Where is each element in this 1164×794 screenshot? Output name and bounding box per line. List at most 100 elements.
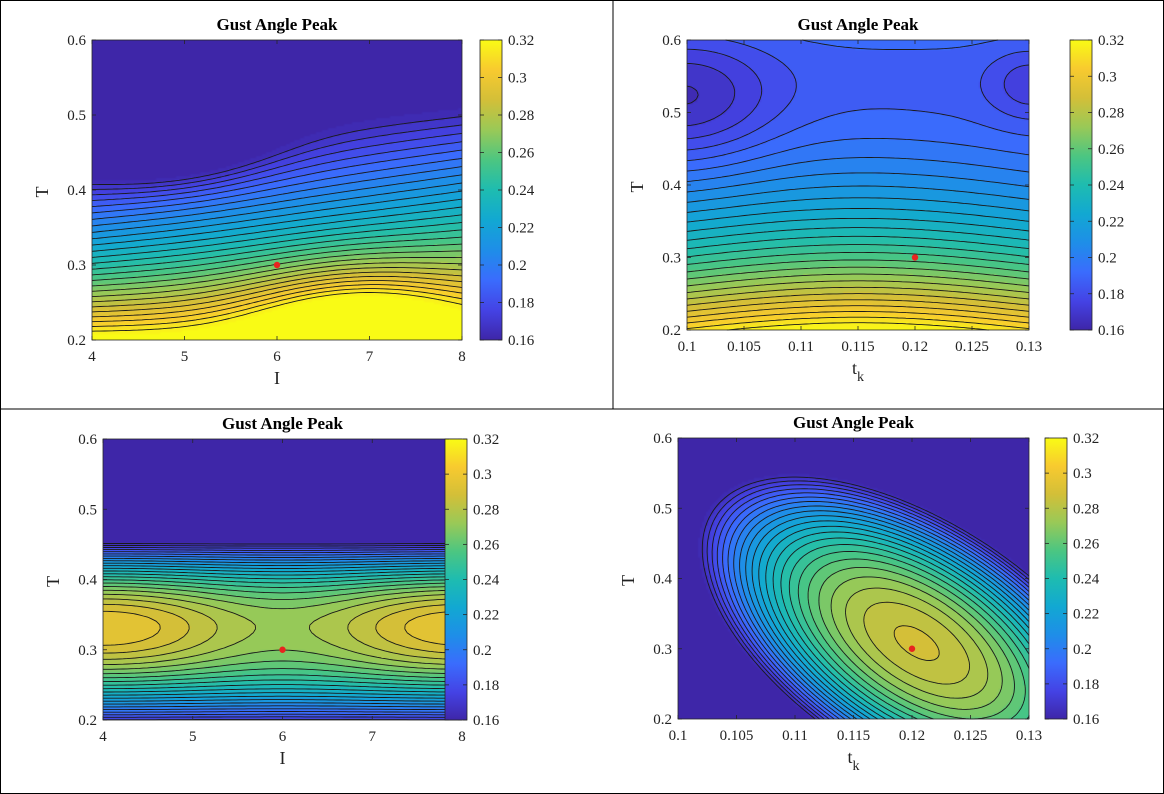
contour-level-line (92, 116, 463, 185)
y-axis-label: T (627, 182, 647, 193)
y-tick-label: 0.3 (662, 251, 681, 267)
contour-level-line (91, 262, 462, 298)
contour-level-line (706, 480, 1030, 720)
colorbar-tick-label: 0.26 (1098, 142, 1125, 158)
contour-level-line (711, 484, 1030, 720)
contour-level-line (686, 299, 1030, 312)
x-tick-label: 0.13 (1016, 339, 1042, 355)
y-tick-label: 0.6 (653, 431, 672, 447)
contour-level-line (91, 198, 463, 246)
contour-level-line (102, 603, 463, 654)
colorbar-tick-label: 0.18 (1073, 677, 1099, 693)
contour-level-line (91, 292, 463, 332)
x-axis-label-subscript: k (857, 370, 864, 385)
y-tick-label: 0.5 (67, 108, 86, 124)
colorbar-tick-label: 0.28 (1073, 501, 1099, 517)
contour-level-line (103, 589, 462, 670)
contour-level-line (103, 553, 462, 713)
colorbar-tick-label: 0.26 (473, 537, 500, 553)
contour-level-line (686, 227, 1030, 241)
contour-level-line (91, 288, 463, 327)
x-tick-label: 0.12 (899, 728, 925, 744)
colorbar-tick-label: 0.18 (508, 296, 534, 312)
y-tick-label: 0.4 (67, 183, 86, 199)
contour-level-line (686, 172, 1030, 193)
contour-level-line (91, 271, 463, 308)
colorbar-tick-label: 0.18 (1098, 287, 1124, 303)
contour-fill (103, 439, 462, 720)
contour-level-line (686, 251, 1030, 265)
contour-level-line (91, 280, 463, 318)
contour-level-line (745, 510, 1030, 720)
contour-level-line (103, 562, 462, 702)
contour-chart: 4 5 6 7 8 0.2 0.3 0.4 0.5 0.6 Gust Angle Peak I T 0.1… (43, 414, 500, 768)
contour-level-line (91, 275, 463, 313)
contour-level-line (91, 174, 463, 227)
contour-level-line (103, 570, 462, 693)
chart-title: Gust Angle Peak (217, 15, 338, 34)
contour-level-line (103, 593, 462, 666)
contour-level-line (686, 305, 1030, 318)
contour-level-line (686, 217, 1030, 232)
contour-level-line (686, 244, 1030, 258)
x-tick-label: 6 (273, 349, 281, 365)
y-tick-label: 0.6 (67, 33, 86, 49)
y-axis-label: T (43, 576, 63, 587)
x-tick-label: 0.13 (1016, 728, 1042, 744)
colorbar-tick-label: 0.24 (1098, 178, 1125, 194)
contour-lines (701, 476, 1030, 720)
panel-top-right: 0.1 0.105 0.11 0.115 0.12 0.125 0.13 0.2 0.3 0.4 0… (600, 0, 1164, 397)
colorbar-tick-label: 0.3 (1098, 69, 1117, 85)
contour-level-line (102, 610, 463, 646)
colorbar-tick-label: 0.24 (1073, 572, 1100, 588)
contour-level-line (91, 206, 463, 252)
y-tick-label: 0.6 (662, 33, 681, 49)
contour-level-line (807, 558, 1026, 720)
contour-lines (686, 39, 1030, 331)
contour-level-line (686, 197, 1030, 213)
contour-level-line (797, 551, 1030, 720)
chart-title: Gust Angle Peak (222, 414, 343, 433)
x-tick-label: 5 (189, 729, 197, 745)
contour-level-line (686, 137, 1030, 172)
contour-level-line (701, 476, 1030, 720)
contour-level-line (686, 157, 1030, 183)
colorbar-tick-label: 0.3 (1073, 466, 1092, 482)
x-tick-label: 0.115 (837, 728, 870, 744)
contour-level-line (91, 182, 463, 233)
colorbar-tick-label: 0.16 (1098, 323, 1125, 339)
x-tick-label: 7 (366, 349, 374, 365)
nominal-point-marker (273, 261, 281, 269)
contour-level-line (686, 62, 736, 127)
nominal-point-marker (911, 254, 919, 261)
contour-level-line (765, 525, 1030, 720)
contour-chart: 0.1 0.105 0.11 0.115 0.12 0.125 0.13 0.2 0.3 0.4 0… (618, 413, 1100, 774)
colorbar-tick-label: 0.32 (508, 33, 534, 49)
contour-level-line (92, 124, 463, 190)
contour-level-line (686, 48, 1030, 140)
y-tick-label: 0.4 (78, 573, 97, 589)
contour-level-line (91, 132, 463, 196)
contour-level-line (727, 496, 1030, 720)
contour-level-line (103, 543, 462, 545)
x-tick-label: 0.1 (669, 728, 688, 744)
x-axis-label: I (274, 368, 280, 388)
colorbar-tick-label: 0.22 (1073, 607, 1099, 623)
contour-level-line (103, 586, 462, 675)
x-tick-label: 0.1 (678, 339, 697, 355)
contour-level-line (686, 273, 1030, 287)
contour-level-line (772, 531, 1030, 720)
contour-level-line (863, 601, 971, 685)
contour-level-line (91, 166, 463, 220)
colorbar-tick-label: 0.2 (473, 643, 492, 659)
contour-level-line (722, 492, 1030, 720)
panel-bottom-right: 0.1 0.105 0.11 0.115 0.12 0.125 0.13 0.2 0.3 0.4 0… (600, 397, 1164, 794)
x-tick-label: 7 (369, 729, 377, 745)
y-tick-label: 0.2 (662, 323, 681, 339)
x-tick-label: 5 (181, 349, 189, 365)
colorbar-tick-label: 0.2 (508, 258, 527, 274)
y-tick-label: 0.4 (653, 572, 672, 588)
contour-level-line (91, 149, 463, 208)
x-tick-label: 0.11 (788, 339, 814, 355)
contour-level-line (103, 598, 462, 660)
